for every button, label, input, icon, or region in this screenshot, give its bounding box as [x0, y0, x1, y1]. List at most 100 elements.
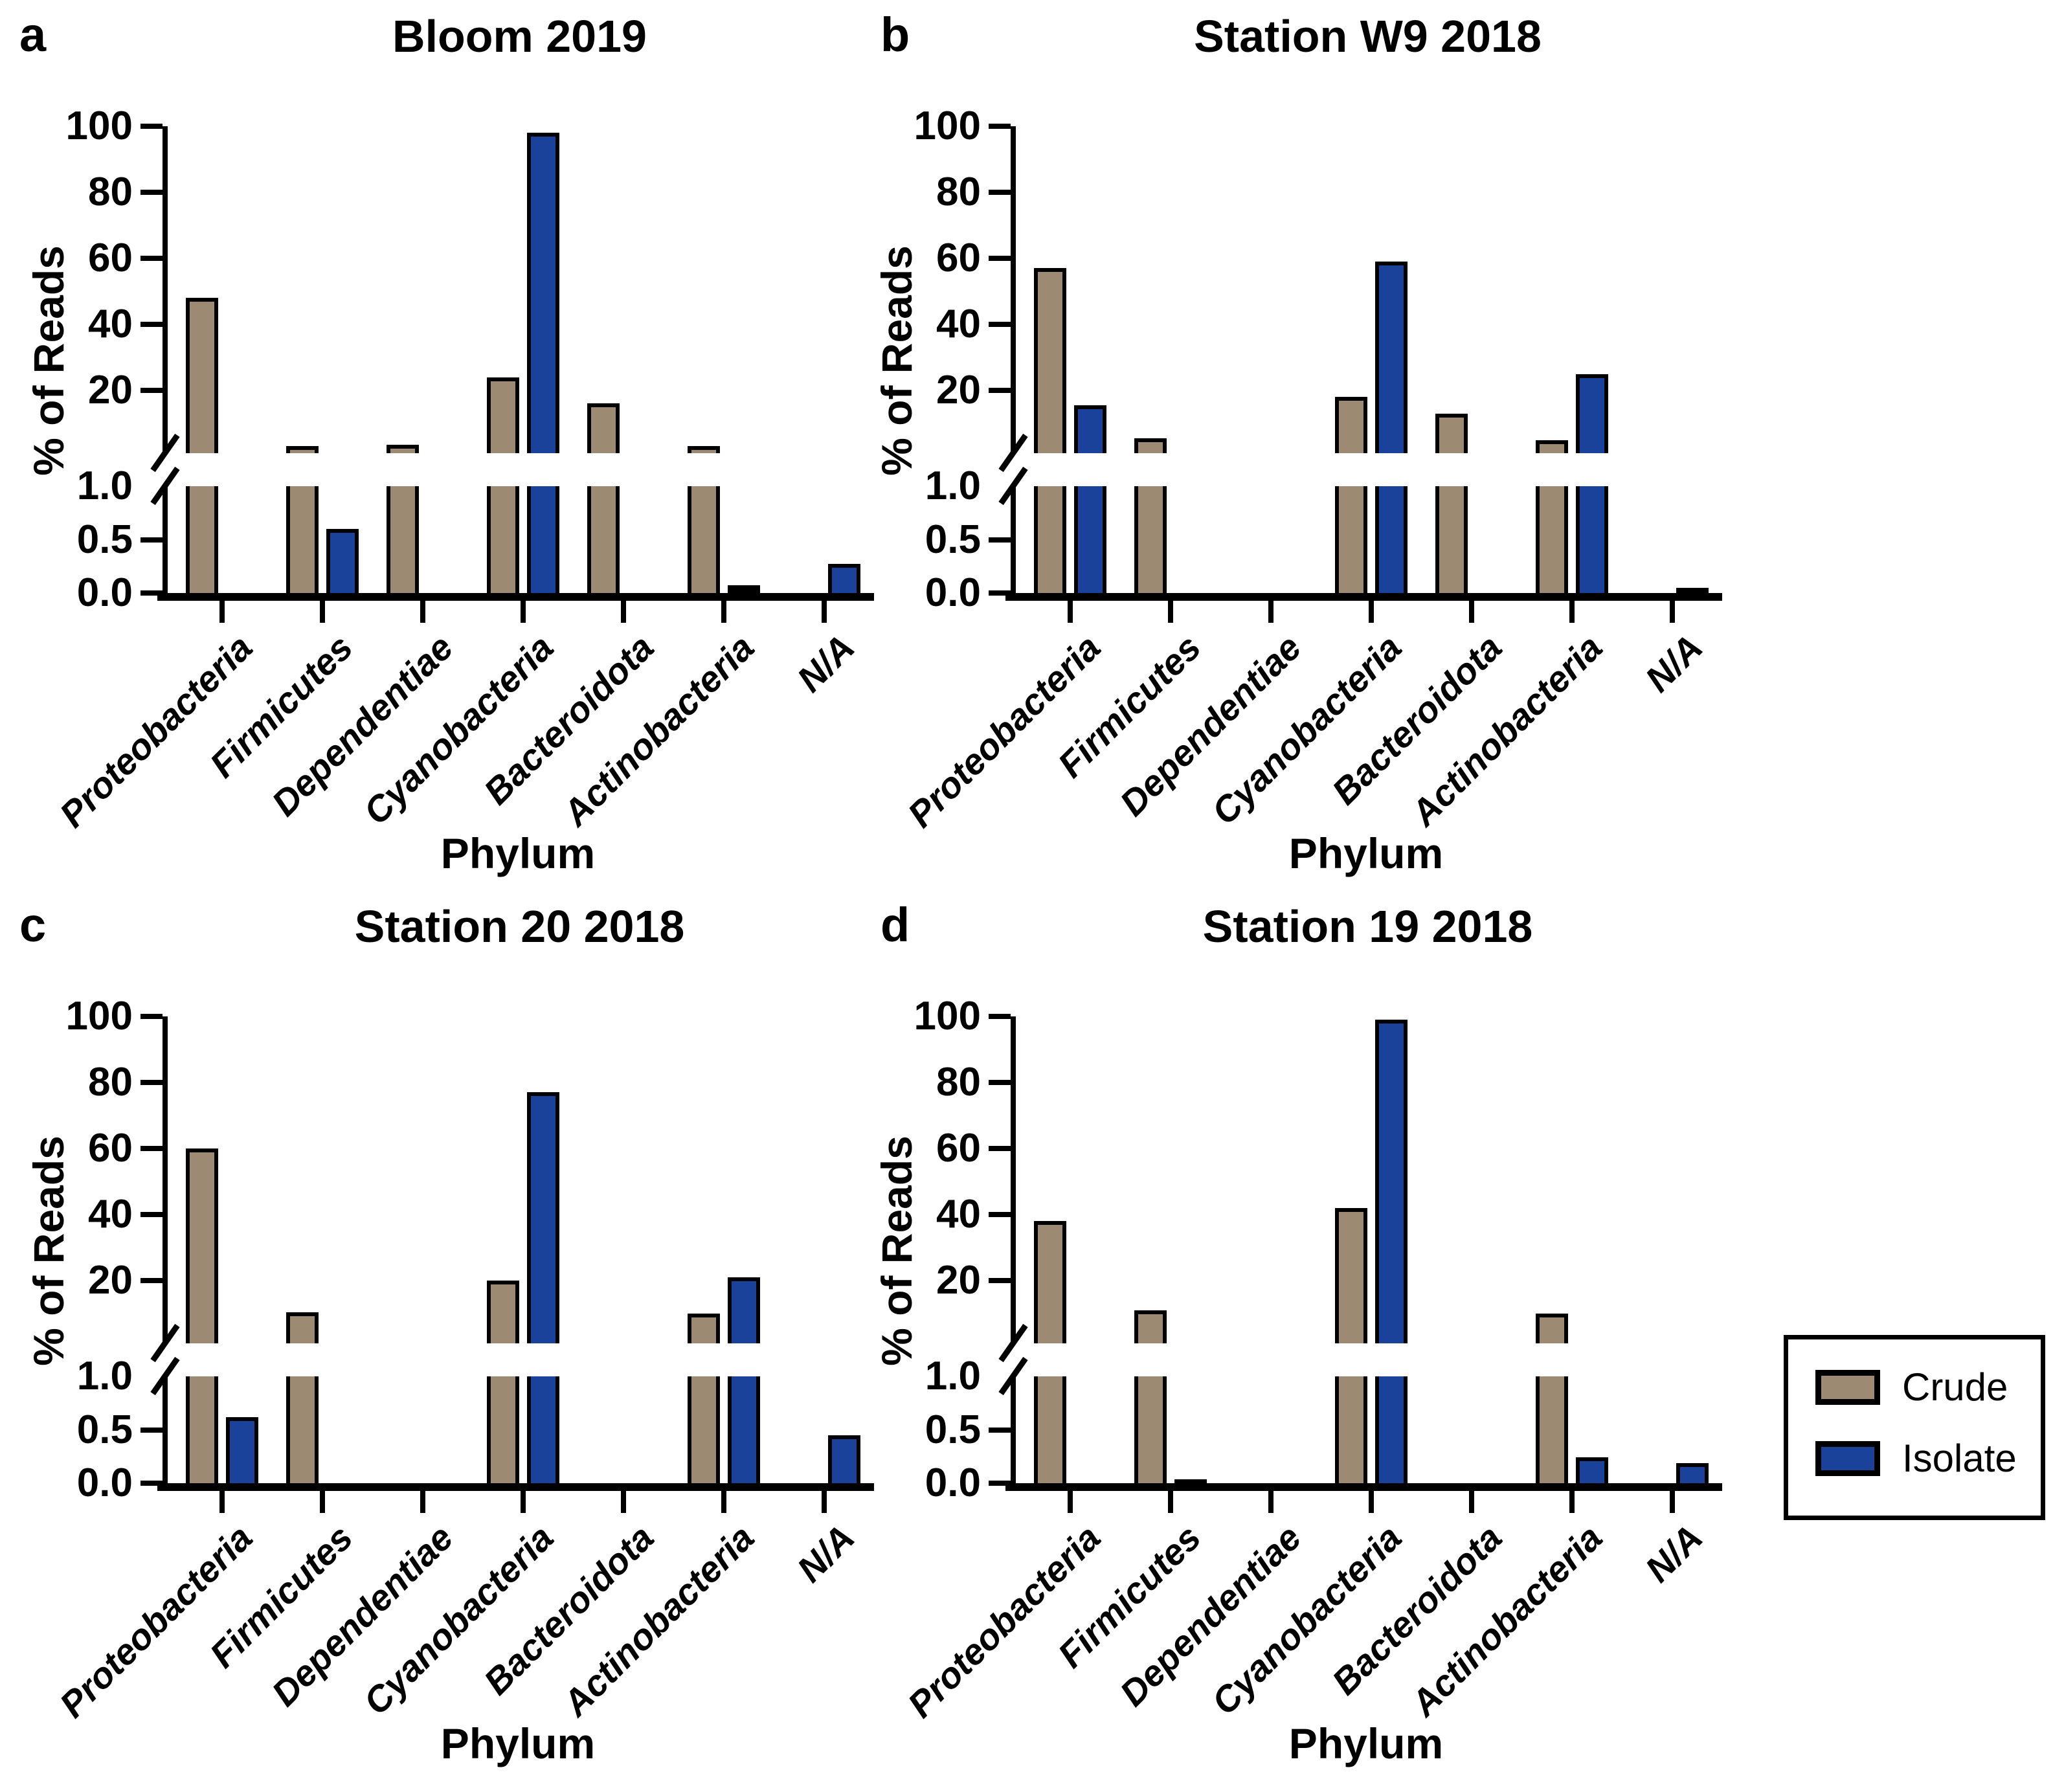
y-tick-label-upper: 40 [936, 302, 981, 347]
bar-crude-6-lower [688, 486, 720, 593]
bar-crude-3-upper [387, 445, 419, 453]
y-tick-upper [989, 1278, 1011, 1284]
bar-crude-6-upper [1536, 440, 1568, 453]
y-tick-label-upper: 40 [936, 1192, 981, 1237]
y-tick-upper [989, 1014, 1011, 1019]
bar-isolate-7 [1676, 587, 1709, 593]
bar-isolate-6-upper [1576, 374, 1608, 453]
bar-crude-4-lower [487, 486, 519, 593]
legend-label-isolate: Isolate [1902, 1437, 2017, 1480]
legend-label-crude: Crude [1902, 1365, 2008, 1409]
y-tick-upper [989, 124, 1011, 129]
panel-letter-b: b [881, 8, 910, 62]
y-tick-label-upper: 20 [88, 368, 133, 413]
x-tick [621, 1491, 626, 1513]
y-tick-label-upper: 60 [936, 1126, 981, 1171]
x-tick [521, 601, 526, 623]
y-tick-lower [989, 537, 1011, 543]
x-tick [219, 1491, 225, 1513]
x-tick [1168, 601, 1173, 623]
y-tick-label-lower: 1.0 [925, 1354, 981, 1398]
legend-swatch-isolate [1815, 1441, 1880, 1476]
panel-d: Station 19 2018% of Reads Phylum 20 40 60 80 1… [848, 890, 1875, 1780]
y-tick-label-upper: 80 [936, 170, 981, 215]
x-tick [1369, 1491, 1374, 1513]
x-tick [1469, 1491, 1474, 1513]
x-tick [420, 1491, 425, 1513]
bar-crude-5-upper [587, 403, 620, 453]
bar-crude-5-upper [1435, 413, 1468, 453]
y-tick-upper [989, 1080, 1011, 1086]
legend-entry-crude: Crude [1815, 1364, 2008, 1411]
bar-isolate-4-upper [527, 1092, 559, 1343]
y-tick-upper [140, 1146, 163, 1152]
x-tick [721, 1491, 726, 1513]
bar-crude-4-upper [487, 1281, 519, 1343]
legend: Crude Isolate [1784, 1335, 2045, 1520]
y-tick-lower [989, 1427, 1011, 1433]
y-tick-label-upper: 80 [936, 1060, 981, 1105]
bar-crude-2-upper [286, 446, 319, 453]
y-tick-upper [989, 256, 1011, 262]
bar-crude-6-upper [688, 1314, 720, 1343]
y-tick-upper [140, 256, 163, 262]
y-tick-upper [989, 322, 1011, 328]
bar-crude-4-upper [1335, 397, 1367, 453]
bar-isolate-6 [1576, 1457, 1608, 1483]
bar-crude-2-upper [286, 1312, 319, 1343]
y-tick-upper [140, 1014, 163, 1019]
x-axis-label: Phylum [440, 829, 596, 877]
x-axis-label: Phylum [440, 1719, 596, 1767]
x-tick [1168, 1491, 1173, 1513]
x-tick [1569, 601, 1575, 623]
y-axis-lower-segment [1011, 1376, 1016, 1491]
y-tick-label-lower: 0.5 [76, 1407, 133, 1452]
y-tick-label-upper: 80 [88, 1060, 133, 1105]
bar-crude-6-lower [688, 1376, 720, 1483]
y-tick-upper [140, 1080, 163, 1086]
bar-crude-2-lower [1134, 1376, 1167, 1483]
x-axis-line [1005, 1483, 1722, 1491]
x-tick [219, 601, 225, 623]
bar-isolate-7 [1676, 1462, 1709, 1483]
y-tick-label-upper: 100 [65, 104, 133, 148]
y-tick-upper [989, 388, 1011, 394]
y-tick-upper [140, 124, 163, 129]
bar-crude-1-lower [1034, 486, 1066, 593]
x-tick [1068, 1491, 1073, 1513]
y-tick-label-lower: 1.0 [925, 464, 981, 508]
chart-title: Station W9 2018 [1194, 11, 1542, 62]
bar-crude-2-lower [286, 1376, 319, 1483]
y-tick-label-upper: 60 [88, 236, 133, 281]
y-tick-upper [140, 1212, 163, 1218]
y-tick-label-upper: 60 [936, 236, 981, 281]
y-tick-label-upper: 40 [88, 302, 133, 347]
y-tick-label-upper: 60 [88, 1126, 133, 1171]
bar-crude-1-lower [186, 1376, 218, 1483]
bar-crude-1-lower [186, 486, 218, 593]
bar-isolate-7 [828, 564, 860, 593]
bar-crude-5-lower [587, 486, 620, 593]
panel-a: Bloom 2019% of Reads Phylum 20 40 60 80 100 0.0… [0, 0, 1027, 890]
y-axis-upper-segment [1011, 126, 1016, 453]
bar-isolate-6-upper [728, 1277, 760, 1343]
y-axis-upper-segment [163, 1016, 168, 1343]
y-axis-lower-segment [1011, 486, 1016, 601]
bar-crude-2-upper [1134, 1310, 1167, 1343]
bar-crude-2-lower [286, 486, 319, 593]
bar-isolate-1-upper [1074, 405, 1106, 453]
x-axis-line [1005, 593, 1722, 601]
y-tick-upper [989, 190, 1011, 196]
y-tick-label-lower: 0.0 [76, 1461, 133, 1505]
y-tick-lower [140, 1427, 163, 1433]
y-tick-label-upper: 20 [88, 1258, 133, 1303]
x-axis-label: Phylum [1288, 1719, 1444, 1767]
y-tick-lower [989, 590, 1011, 596]
x-tick [822, 601, 827, 623]
panel-b: Station W9 2018% of Reads Phylum 20 40 60 80 1… [848, 0, 1875, 890]
bar-crude-2-upper [1134, 438, 1167, 453]
y-tick-label-upper: 100 [65, 994, 133, 1038]
bar-isolate-2 [326, 529, 359, 593]
y-tick-label-upper: 40 [88, 1192, 133, 1237]
